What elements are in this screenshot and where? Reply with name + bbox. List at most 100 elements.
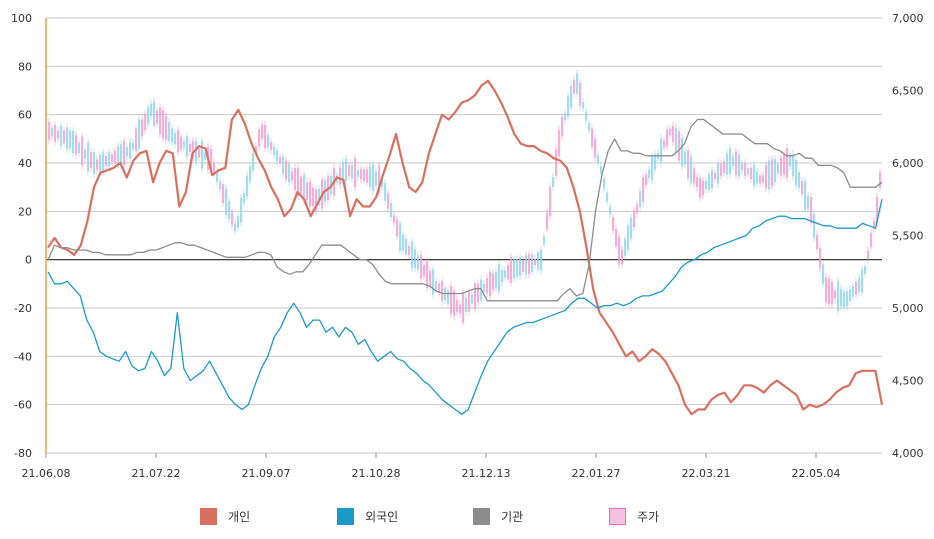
price-candle xyxy=(768,160,771,190)
price-candle xyxy=(306,182,309,200)
price-candle xyxy=(294,168,297,190)
price-candle xyxy=(375,171,378,186)
y-right-tick-label: 6,500 xyxy=(892,85,924,98)
price-candle xyxy=(873,221,876,229)
price-candle xyxy=(696,176,699,188)
price-candle xyxy=(672,125,675,143)
price-candle xyxy=(360,169,363,180)
legend-item-foreigner[interactable]: 외국인 xyxy=(337,506,398,526)
price-candle xyxy=(519,258,522,276)
price-candle xyxy=(837,281,840,311)
price-candle xyxy=(513,259,516,279)
price-candle xyxy=(693,168,696,184)
price-candle xyxy=(615,228,618,247)
legend-label-individual: 개인 xyxy=(228,510,251,524)
price-candle xyxy=(192,141,195,159)
legend-item-price[interactable]: 주가 xyxy=(609,506,659,526)
price-candle xyxy=(819,248,822,268)
price-candle xyxy=(423,264,426,277)
price-candle xyxy=(588,123,591,131)
price-candle xyxy=(627,225,630,250)
price-candle xyxy=(747,168,750,175)
price-candle xyxy=(867,250,870,260)
y-right-tick-label: 6,000 xyxy=(892,157,924,170)
price-candle xyxy=(102,152,105,172)
price-candle xyxy=(228,201,231,220)
price-candle xyxy=(777,164,780,174)
price-candle xyxy=(393,215,396,223)
price-candle xyxy=(477,283,480,303)
price-candle xyxy=(624,238,627,256)
x-tick-label: 21.07.22 xyxy=(132,467,181,480)
price-candle xyxy=(168,121,171,142)
price-candle xyxy=(108,152,111,167)
price-candle xyxy=(549,186,552,217)
price-candle xyxy=(303,174,306,202)
price-candle xyxy=(831,281,834,305)
price-candle xyxy=(705,180,708,190)
price-candle xyxy=(132,142,135,150)
legend-item-individual[interactable]: 개인 xyxy=(200,506,250,526)
price-candle xyxy=(651,155,654,181)
price-candle xyxy=(813,213,816,239)
price-candle xyxy=(177,129,180,153)
price-candle xyxy=(66,127,69,150)
price-candle xyxy=(414,249,417,269)
price-candle xyxy=(795,159,798,186)
price-candle xyxy=(690,156,693,184)
y-left-tick-label: 60 xyxy=(18,109,32,122)
price-candle xyxy=(210,149,213,171)
price-candle xyxy=(186,136,189,157)
price-candle xyxy=(135,128,138,152)
price-candle xyxy=(804,180,807,210)
price-candle xyxy=(591,128,594,147)
price-candle xyxy=(213,162,216,175)
price-candle xyxy=(468,292,471,312)
price-candle xyxy=(399,223,402,251)
price-candle xyxy=(810,197,813,223)
price-candle xyxy=(756,171,759,184)
price-candle xyxy=(51,127,54,137)
price-candle xyxy=(258,129,261,147)
price-candle xyxy=(231,212,234,226)
price-candle xyxy=(789,154,792,167)
price-candle xyxy=(717,162,720,184)
legend-item-institution[interactable]: 기관 xyxy=(473,506,523,526)
price-candle xyxy=(600,166,603,174)
price-candle xyxy=(114,150,117,163)
price-candle xyxy=(609,206,612,215)
price-candle xyxy=(366,169,369,183)
price-candle xyxy=(234,223,237,231)
price-candle xyxy=(309,181,312,207)
price-candle xyxy=(267,134,270,148)
price-candle xyxy=(141,119,144,137)
price-candle xyxy=(660,138,663,162)
x-tick-label: 21.12.13 xyxy=(462,467,511,480)
price-candle xyxy=(171,128,174,143)
price-candle xyxy=(807,195,810,210)
price-candle xyxy=(138,119,141,149)
price-candle xyxy=(801,180,804,195)
series-line-2 xyxy=(47,118,883,302)
price-candle xyxy=(408,246,411,256)
price-candle xyxy=(204,153,207,160)
price-candle xyxy=(636,204,639,214)
price-candle xyxy=(489,271,492,297)
price-candle xyxy=(774,159,777,183)
price-candle xyxy=(84,149,87,159)
price-candle xyxy=(183,141,186,148)
price-candle xyxy=(222,184,225,204)
price-candle xyxy=(537,252,540,270)
price-candle xyxy=(87,142,90,172)
price-candle xyxy=(270,142,273,150)
legend: 개인 외국인 기관 주가 xyxy=(0,504,934,528)
price-candle xyxy=(435,280,438,290)
price-candle xyxy=(765,165,768,189)
price-candle xyxy=(723,161,726,173)
price-candle xyxy=(381,178,384,188)
price-candle xyxy=(459,304,462,314)
legend-swatch-individual xyxy=(200,508,217,525)
price-candle xyxy=(753,165,756,186)
price-candle xyxy=(120,144,123,165)
price-candle xyxy=(411,241,414,268)
